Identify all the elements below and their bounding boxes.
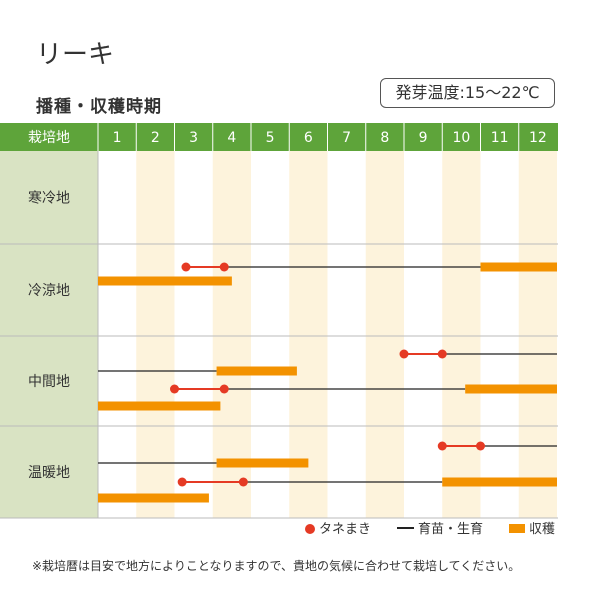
month-label: 10 — [452, 130, 470, 146]
month-label: 9 — [419, 130, 428, 146]
harvest-bar — [465, 384, 557, 394]
region-label: 寒冷地 — [28, 190, 70, 207]
footnote: ※栽培暦は目安で地方によりことなりますので、貴地の気候に合わせて栽培してください… — [32, 559, 521, 573]
page-title: リーキ — [36, 40, 115, 70]
region-label: 冷涼地 — [28, 283, 70, 299]
month-label: 5 — [266, 130, 275, 146]
month-label: 4 — [227, 130, 236, 146]
month-stripe — [365, 151, 404, 518]
germination-temperature-badge: 発芽温度:15〜22℃ — [380, 78, 555, 108]
month-stripe — [518, 151, 557, 518]
month-label: 2 — [151, 130, 160, 146]
harvest-legend-icon — [509, 524, 525, 533]
region-label: 中間地 — [28, 374, 70, 390]
month-label: 3 — [189, 130, 198, 146]
harvest-bar — [216, 366, 297, 376]
sowing-end-dot — [219, 262, 229, 272]
harvest-bar — [216, 458, 309, 468]
region-label: 温暖地 — [28, 465, 70, 481]
sowing-start-dot — [399, 349, 409, 359]
month-stripe — [289, 151, 328, 518]
chart-subtitle: 播種・収穫時期 — [36, 97, 162, 117]
month-label: 7 — [342, 130, 351, 146]
legend-growing: 育苗・生育 — [397, 518, 483, 537]
sowing-end-dot — [219, 384, 229, 394]
region-header-cell — [0, 123, 98, 151]
legend-sowing: タネまき — [305, 518, 371, 537]
month-label: 8 — [380, 130, 389, 146]
chart-body — [98, 151, 558, 518]
month-stripe — [136, 151, 175, 518]
header-region-label: 栽培地 — [28, 130, 70, 146]
region-label-column — [0, 151, 98, 518]
sowing-start-dot — [177, 477, 187, 487]
sowing-legend-icon — [305, 524, 315, 534]
sowing-start-dot — [437, 441, 447, 451]
month-stripe — [442, 151, 481, 518]
legend-harvest: 収穫 — [509, 518, 555, 537]
legend-harvest-label: 収穫 — [529, 522, 556, 537]
harvest-bar — [98, 493, 209, 503]
sowing-end-dot — [437, 349, 447, 359]
month-label: 6 — [304, 130, 313, 146]
month-label: 1 — [113, 130, 122, 146]
harvest-bar — [98, 401, 221, 411]
month-label: 11 — [491, 130, 509, 146]
month-stripe — [212, 151, 251, 518]
harvest-bar — [98, 276, 232, 286]
sowing-end-dot — [238, 477, 248, 487]
sowing-start-dot — [181, 262, 191, 272]
harvest-bar — [442, 477, 557, 487]
month-label: 12 — [529, 130, 547, 146]
growing-legend-icon — [397, 527, 414, 529]
sowing-start-dot — [170, 384, 179, 394]
legend-growing-label: 育苗・生育 — [418, 522, 484, 537]
harvest-bar — [480, 262, 557, 272]
legend-sowing-label: タネまき — [319, 522, 372, 537]
sowing-end-dot — [476, 441, 485, 451]
